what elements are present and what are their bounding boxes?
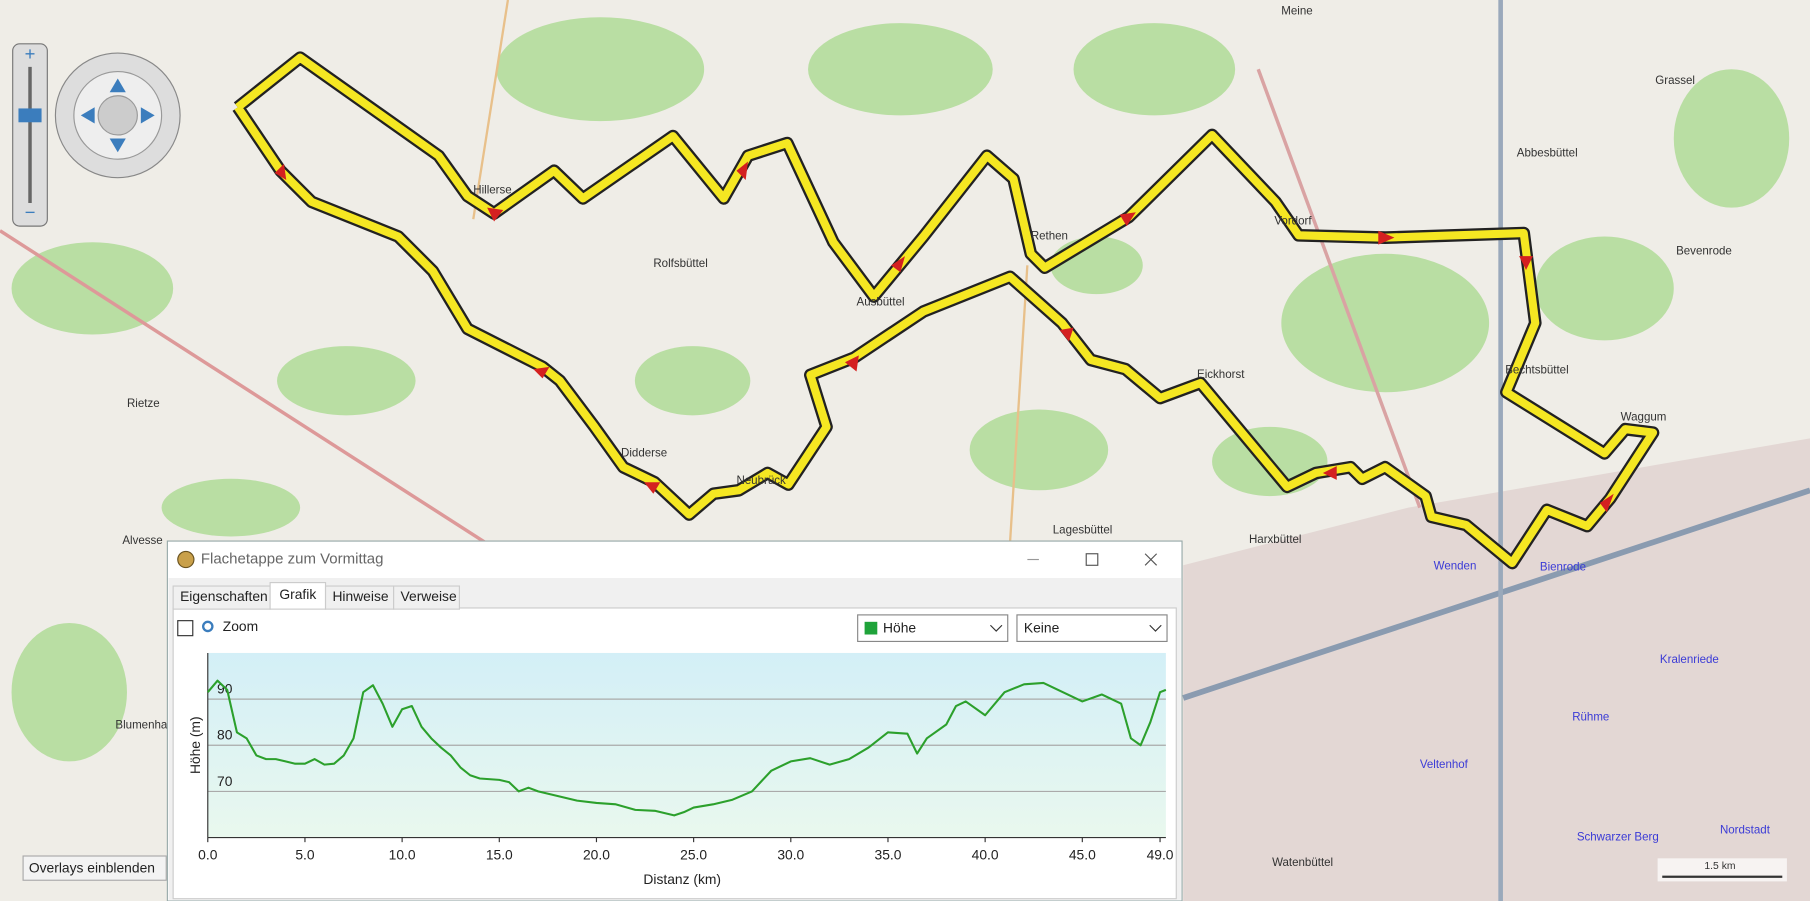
district: Bienrode <box>1540 562 1586 574</box>
close-button[interactable] <box>1144 553 1158 566</box>
dialog-title: Flachetappe zum Vormittag <box>201 550 384 567</box>
x-tick-label: 30.0 <box>777 847 804 863</box>
place: Bevenrode <box>1676 246 1732 258</box>
place: Vordorf <box>1274 216 1312 228</box>
x-tick-label: 10.0 <box>389 847 416 863</box>
tab-label: Eigenschaften <box>180 588 268 604</box>
elevation-line <box>206 679 1167 817</box>
x-tick-label: 40.0 <box>972 847 999 863</box>
place: Waggum <box>1621 412 1667 424</box>
y-tick-label: 80 <box>217 727 233 743</box>
y-axis-title: Höhe (m) <box>187 716 203 774</box>
zoom-label: Zoom <box>223 618 258 634</box>
place: Rietze <box>127 398 160 410</box>
zoom-slider[interactable]: + − <box>12 43 48 227</box>
city-area <box>1183 438 1810 901</box>
place: Blumenhagen <box>115 720 186 732</box>
district: Kralenriede <box>1660 654 1719 666</box>
dropdown-value: Keine <box>1024 619 1060 635</box>
tabs: Eigenschaften Grafik Hinweise Verweise <box>172 582 461 610</box>
place: Grassel <box>1655 75 1695 87</box>
x-tick-label: 45.0 <box>1069 847 1096 863</box>
district: Rühme <box>1572 712 1609 724</box>
route-inner <box>234 53 1658 568</box>
overlay-button[interactable]: Overlays einblenden <box>22 855 167 881</box>
x-tick-label: 20.0 <box>583 847 610 863</box>
x-tick-label: 35.0 <box>875 847 902 863</box>
x-tick-label: 0.0 <box>198 847 218 863</box>
place: Eickhorst <box>1197 369 1245 381</box>
y-tick-label: 70 <box>217 773 233 789</box>
svg-text:+: + <box>25 43 36 64</box>
district: Wenden <box>1434 560 1477 572</box>
place: Didderse <box>621 447 667 459</box>
place: Abbesbüttel <box>1517 147 1578 159</box>
place: Harxbüttel <box>1249 534 1302 546</box>
tab-label: Verweise <box>401 588 457 604</box>
place: Neubrück <box>736 475 786 487</box>
compass[interactable] <box>54 52 181 179</box>
measure-dropdown[interactable]: Höhe <box>857 614 1009 643</box>
maximize-button[interactable] <box>1085 553 1099 566</box>
x-tick-label: 49.0 <box>1147 847 1174 863</box>
scale-label: 1.5 km <box>1704 861 1735 872</box>
dialog-icon <box>177 550 195 569</box>
place-labels: Meine Grassel Abbesbüttel Bevenrode Hill… <box>115 6 1770 869</box>
district: Veltenhof <box>1420 759 1469 771</box>
scale-bar: 1.5 km <box>1657 858 1787 882</box>
place: Rolfsbüttel <box>653 258 707 270</box>
route-arrows <box>274 161 1614 513</box>
svg-text:−: − <box>25 201 36 222</box>
place: Lagesbüttel <box>1053 525 1113 537</box>
tab-label: Hinweise <box>332 588 388 604</box>
second-measure-dropdown[interactable]: Keine <box>1016 614 1168 643</box>
zoom-icon <box>202 620 214 633</box>
place: Meine <box>1281 6 1312 18</box>
tab[interactable] <box>393 585 461 610</box>
dropdown-value: Höhe <box>883 619 916 635</box>
place: Ausbüttel <box>857 296 905 308</box>
x-tick-label: 5.0 <box>295 847 315 863</box>
district: Schwarzer Berg <box>1577 832 1659 844</box>
x-axis-title: Distanz (km) <box>643 871 721 887</box>
district: Nordstadt <box>1720 825 1771 837</box>
forest-areas <box>11 17 1790 762</box>
overlay-button-label: Overlays einblenden <box>29 859 155 875</box>
place: Hillerse <box>473 184 511 196</box>
x-tick-label: 25.0 <box>680 847 707 863</box>
place: Bechtsbüttel <box>1505 364 1568 376</box>
dialog: Flachetappe zum Vormittag Eigenschaften … <box>166 540 1183 901</box>
tab-label: Grafik <box>279 586 316 602</box>
place: Watenbüttel <box>1272 857 1333 869</box>
zoom-checkbox[interactable] <box>177 620 194 637</box>
place: Alvesse <box>122 535 162 547</box>
x-tick-label: 15.0 <box>486 847 513 863</box>
place: Rethen <box>1031 231 1068 243</box>
